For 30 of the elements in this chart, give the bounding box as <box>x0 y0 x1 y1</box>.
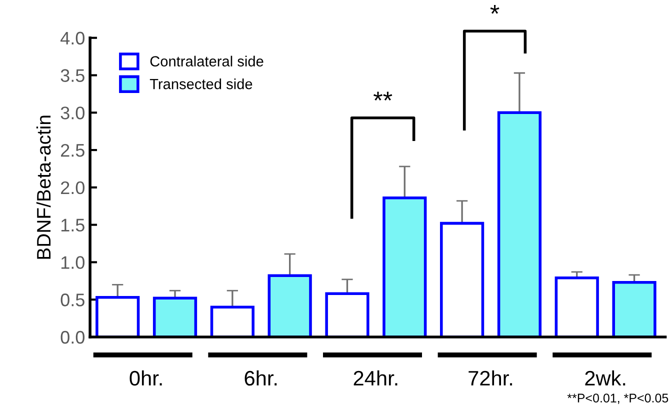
text: * <box>490 4 500 14</box>
bar <box>325 292 370 337</box>
y-tick-label: 3.5 <box>60 69 84 82</box>
x-tick-label: 24hr. <box>354 370 398 386</box>
x-tick-label: 6hr. <box>244 370 277 386</box>
x-tick-label: 0hr. <box>130 370 162 386</box>
bar <box>612 281 656 337</box>
y-tick-label: 1.0 <box>61 256 84 269</box>
x-tick-label: 72hr. <box>468 370 512 386</box>
legend-label: Transected side <box>150 78 252 90</box>
legend-label: Contralateral side <box>150 56 264 67</box>
annotation: ** <box>374 92 392 101</box>
text: **P<0.01, *P<0.05 <box>567 394 668 404</box>
bar <box>440 222 484 337</box>
x-tick-label: 2wk. <box>585 370 626 386</box>
bar <box>96 296 140 337</box>
bar <box>210 306 254 337</box>
bar <box>152 296 198 337</box>
y-tick-label: 3.0 <box>60 106 84 120</box>
bar <box>554 276 599 337</box>
y-tick-label: 2.5 <box>61 144 84 157</box>
y-tick-label: 1.5 <box>61 218 84 232</box>
bar <box>497 111 542 337</box>
y-tick-label: 0.5 <box>60 294 84 306</box>
bar <box>268 274 312 337</box>
y-axis-title: BDNF/Beta-actin <box>36 116 51 259</box>
y-tick-label: 2.0 <box>61 181 84 194</box>
y-tick-label: 0.0 <box>60 330 84 344</box>
bar <box>382 196 427 337</box>
y-tick-label: 4.0 <box>60 32 84 45</box>
